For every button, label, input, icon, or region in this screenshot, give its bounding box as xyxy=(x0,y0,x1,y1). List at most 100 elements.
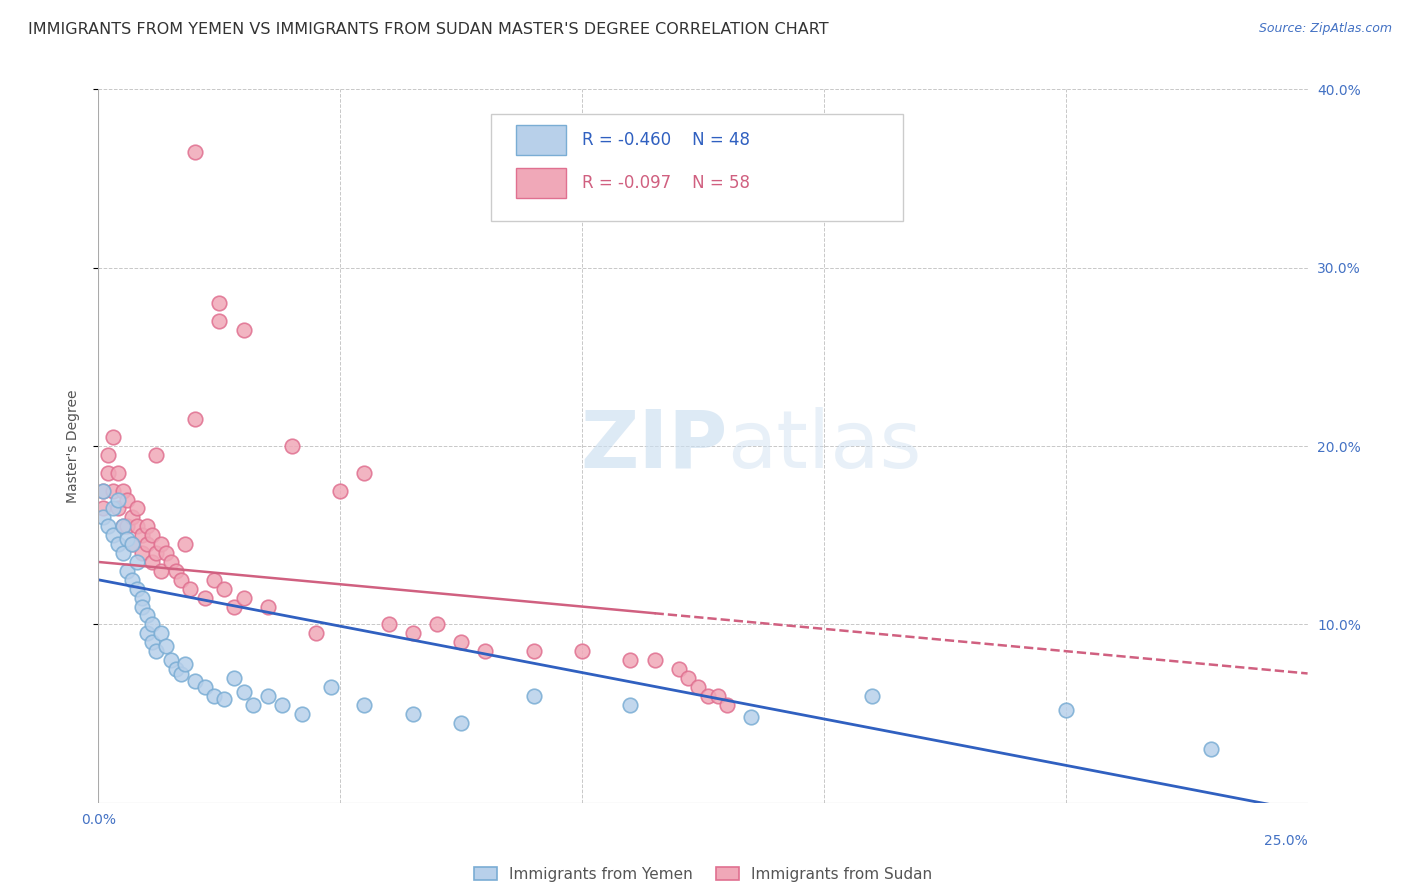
Point xyxy=(107,492,129,507)
Point xyxy=(91,483,114,498)
Point xyxy=(706,689,728,703)
Point xyxy=(696,689,718,703)
Point xyxy=(121,537,143,551)
Text: atlas: atlas xyxy=(727,407,921,485)
Point xyxy=(101,430,124,444)
Point xyxy=(222,599,245,614)
Point xyxy=(135,537,157,551)
Point xyxy=(402,626,425,640)
Point xyxy=(97,466,120,480)
Point xyxy=(155,639,177,653)
Point xyxy=(619,653,641,667)
Point xyxy=(194,591,217,605)
Text: Source: ZipAtlas.com: Source: ZipAtlas.com xyxy=(1258,22,1392,36)
FancyBboxPatch shape xyxy=(516,168,567,198)
Point xyxy=(644,653,666,667)
Text: ZIP: ZIP xyxy=(579,407,727,485)
Point xyxy=(523,644,546,658)
Point xyxy=(290,706,312,721)
Text: IMMIGRANTS FROM YEMEN VS IMMIGRANTS FROM SUDAN MASTER'S DEGREE CORRELATION CHART: IMMIGRANTS FROM YEMEN VS IMMIGRANTS FROM… xyxy=(28,22,828,37)
Point xyxy=(91,501,114,516)
Point xyxy=(111,546,134,560)
Point xyxy=(668,662,690,676)
Point xyxy=(101,483,124,498)
Point xyxy=(91,483,114,498)
Point xyxy=(150,626,173,640)
Text: R = -0.460    N = 48: R = -0.460 N = 48 xyxy=(582,131,749,149)
Point xyxy=(716,698,738,712)
Point xyxy=(174,657,197,671)
Point xyxy=(688,680,710,694)
Text: 25.0%: 25.0% xyxy=(1264,834,1308,848)
Point xyxy=(135,608,157,623)
Legend: Immigrants from Yemen, Immigrants from Sudan: Immigrants from Yemen, Immigrants from S… xyxy=(468,861,938,888)
Point xyxy=(91,510,114,524)
Point xyxy=(127,519,149,533)
Point xyxy=(155,546,177,560)
Point xyxy=(165,564,187,578)
Point xyxy=(402,706,425,721)
Point xyxy=(319,680,342,694)
Point xyxy=(204,573,226,587)
Point xyxy=(131,591,153,605)
Point xyxy=(353,466,375,480)
Point xyxy=(145,448,167,462)
Point xyxy=(111,483,134,498)
Point xyxy=(150,564,173,578)
Point xyxy=(377,617,399,632)
Point xyxy=(174,537,197,551)
Point xyxy=(127,555,149,569)
Point xyxy=(256,689,278,703)
Point xyxy=(135,626,157,640)
Point xyxy=(204,689,226,703)
Point xyxy=(232,591,254,605)
Point xyxy=(169,667,191,681)
Point xyxy=(256,599,278,614)
Point xyxy=(353,698,375,712)
Point xyxy=(131,599,153,614)
Point xyxy=(107,537,129,551)
Point xyxy=(150,537,173,551)
Point xyxy=(474,644,496,658)
Point xyxy=(678,671,700,685)
Point xyxy=(1054,703,1077,717)
Point xyxy=(97,519,120,533)
Point xyxy=(101,528,124,542)
Point xyxy=(165,662,187,676)
Point xyxy=(740,710,762,724)
Point xyxy=(212,582,235,596)
Point xyxy=(179,582,201,596)
FancyBboxPatch shape xyxy=(516,125,567,155)
Point xyxy=(160,653,183,667)
Point xyxy=(117,519,139,533)
Point xyxy=(141,528,163,542)
Point xyxy=(145,546,167,560)
FancyBboxPatch shape xyxy=(492,114,903,221)
Text: R = -0.097    N = 58: R = -0.097 N = 58 xyxy=(582,174,749,192)
Point xyxy=(305,626,328,640)
Point xyxy=(1199,742,1222,756)
Point xyxy=(571,644,593,658)
Point xyxy=(208,296,231,310)
Y-axis label: Master's Degree: Master's Degree xyxy=(66,389,80,503)
Point xyxy=(141,617,163,632)
Point xyxy=(111,519,134,533)
Point xyxy=(117,532,139,546)
Point xyxy=(160,555,183,569)
Point xyxy=(212,692,235,706)
Point xyxy=(121,537,143,551)
Point xyxy=(232,685,254,699)
Point xyxy=(111,519,134,533)
Point xyxy=(121,573,143,587)
Point xyxy=(619,698,641,712)
Point xyxy=(117,492,139,507)
Point xyxy=(450,715,472,730)
Point xyxy=(127,501,149,516)
Point xyxy=(194,680,217,694)
Point xyxy=(281,439,304,453)
Point xyxy=(450,635,472,649)
Point xyxy=(169,573,191,587)
Point xyxy=(860,689,883,703)
Point xyxy=(184,412,207,426)
Point xyxy=(222,671,245,685)
